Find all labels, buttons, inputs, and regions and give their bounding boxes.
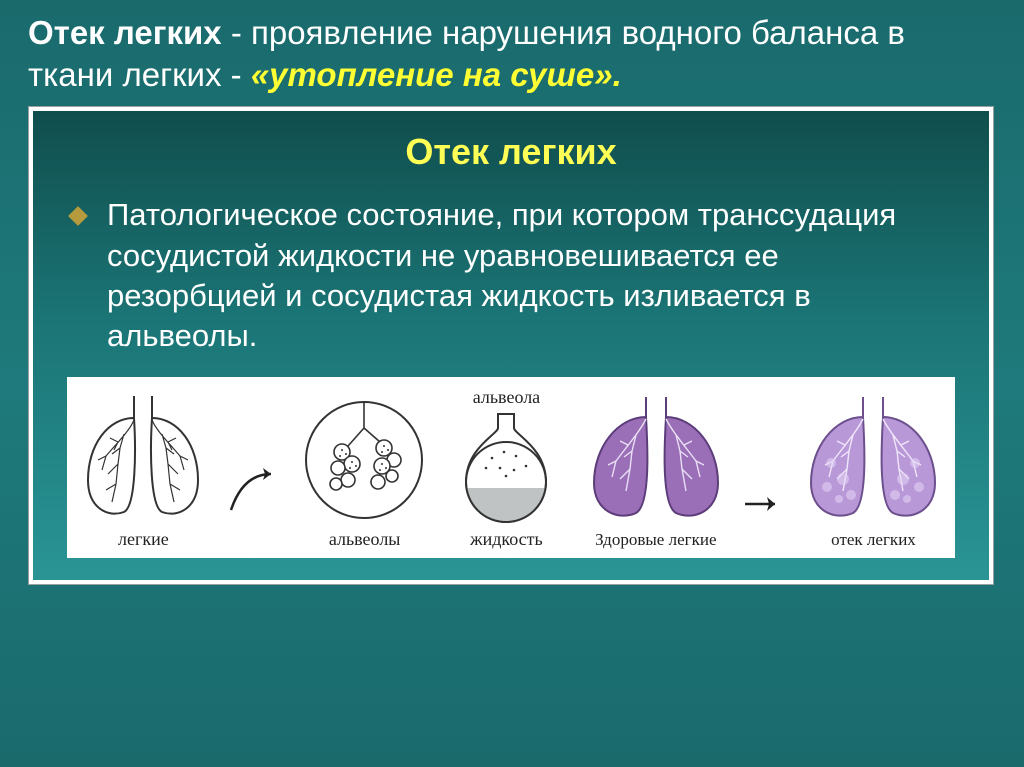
arrow-1 xyxy=(225,466,285,520)
arrow-icon xyxy=(743,492,787,516)
lungs-healthy-icon xyxy=(586,391,726,526)
label-alveola-top: альвеола xyxy=(444,387,569,408)
arrow-2 xyxy=(743,492,787,520)
diagram-alveoli: альвеолы xyxy=(302,390,427,550)
alveola-fluid-icon xyxy=(444,410,569,525)
diagram-strip: легкие xyxy=(67,377,955,558)
body-span: Патологическое состояние, при котором тр… xyxy=(107,197,896,353)
lungs-edema-icon xyxy=(803,391,943,526)
diagram-alveola-fluid: альвеола жидкость xyxy=(444,385,569,550)
diamond-bullet-icon xyxy=(68,207,88,227)
label-fluid: жидкость xyxy=(444,529,569,550)
label-lungs: легкие xyxy=(78,529,208,550)
inner-container: Отек легких Патологическое состояние, пр… xyxy=(28,106,994,584)
title-prefix: Отек легких xyxy=(28,14,231,51)
title-yellow: «утопление на суше». xyxy=(251,56,622,93)
inner-title: Отек легких xyxy=(67,131,955,173)
alveoli-icon xyxy=(302,390,427,525)
label-edema: отек легких xyxy=(803,530,943,550)
label-healthy: Здоровые легкие xyxy=(586,530,726,550)
outer-slide: Отек легких - проявление нарушения водно… xyxy=(0,0,1024,767)
diagram-healthy-lungs: Здоровые легкие xyxy=(586,391,726,550)
inner-slide: Отек легких Патологическое состояние, пр… xyxy=(33,111,989,579)
outer-title: Отек легких - проявление нарушения водно… xyxy=(28,12,996,96)
diagram-lungs-outline: легкие xyxy=(78,390,208,550)
diagram-edema-lungs: отек легких xyxy=(803,391,943,550)
label-alveoli: альвеолы xyxy=(302,529,427,550)
body-text: Патологическое состояние, при котором тр… xyxy=(67,195,955,356)
arrow-icon xyxy=(225,466,285,516)
lungs-outline-icon xyxy=(78,390,208,525)
